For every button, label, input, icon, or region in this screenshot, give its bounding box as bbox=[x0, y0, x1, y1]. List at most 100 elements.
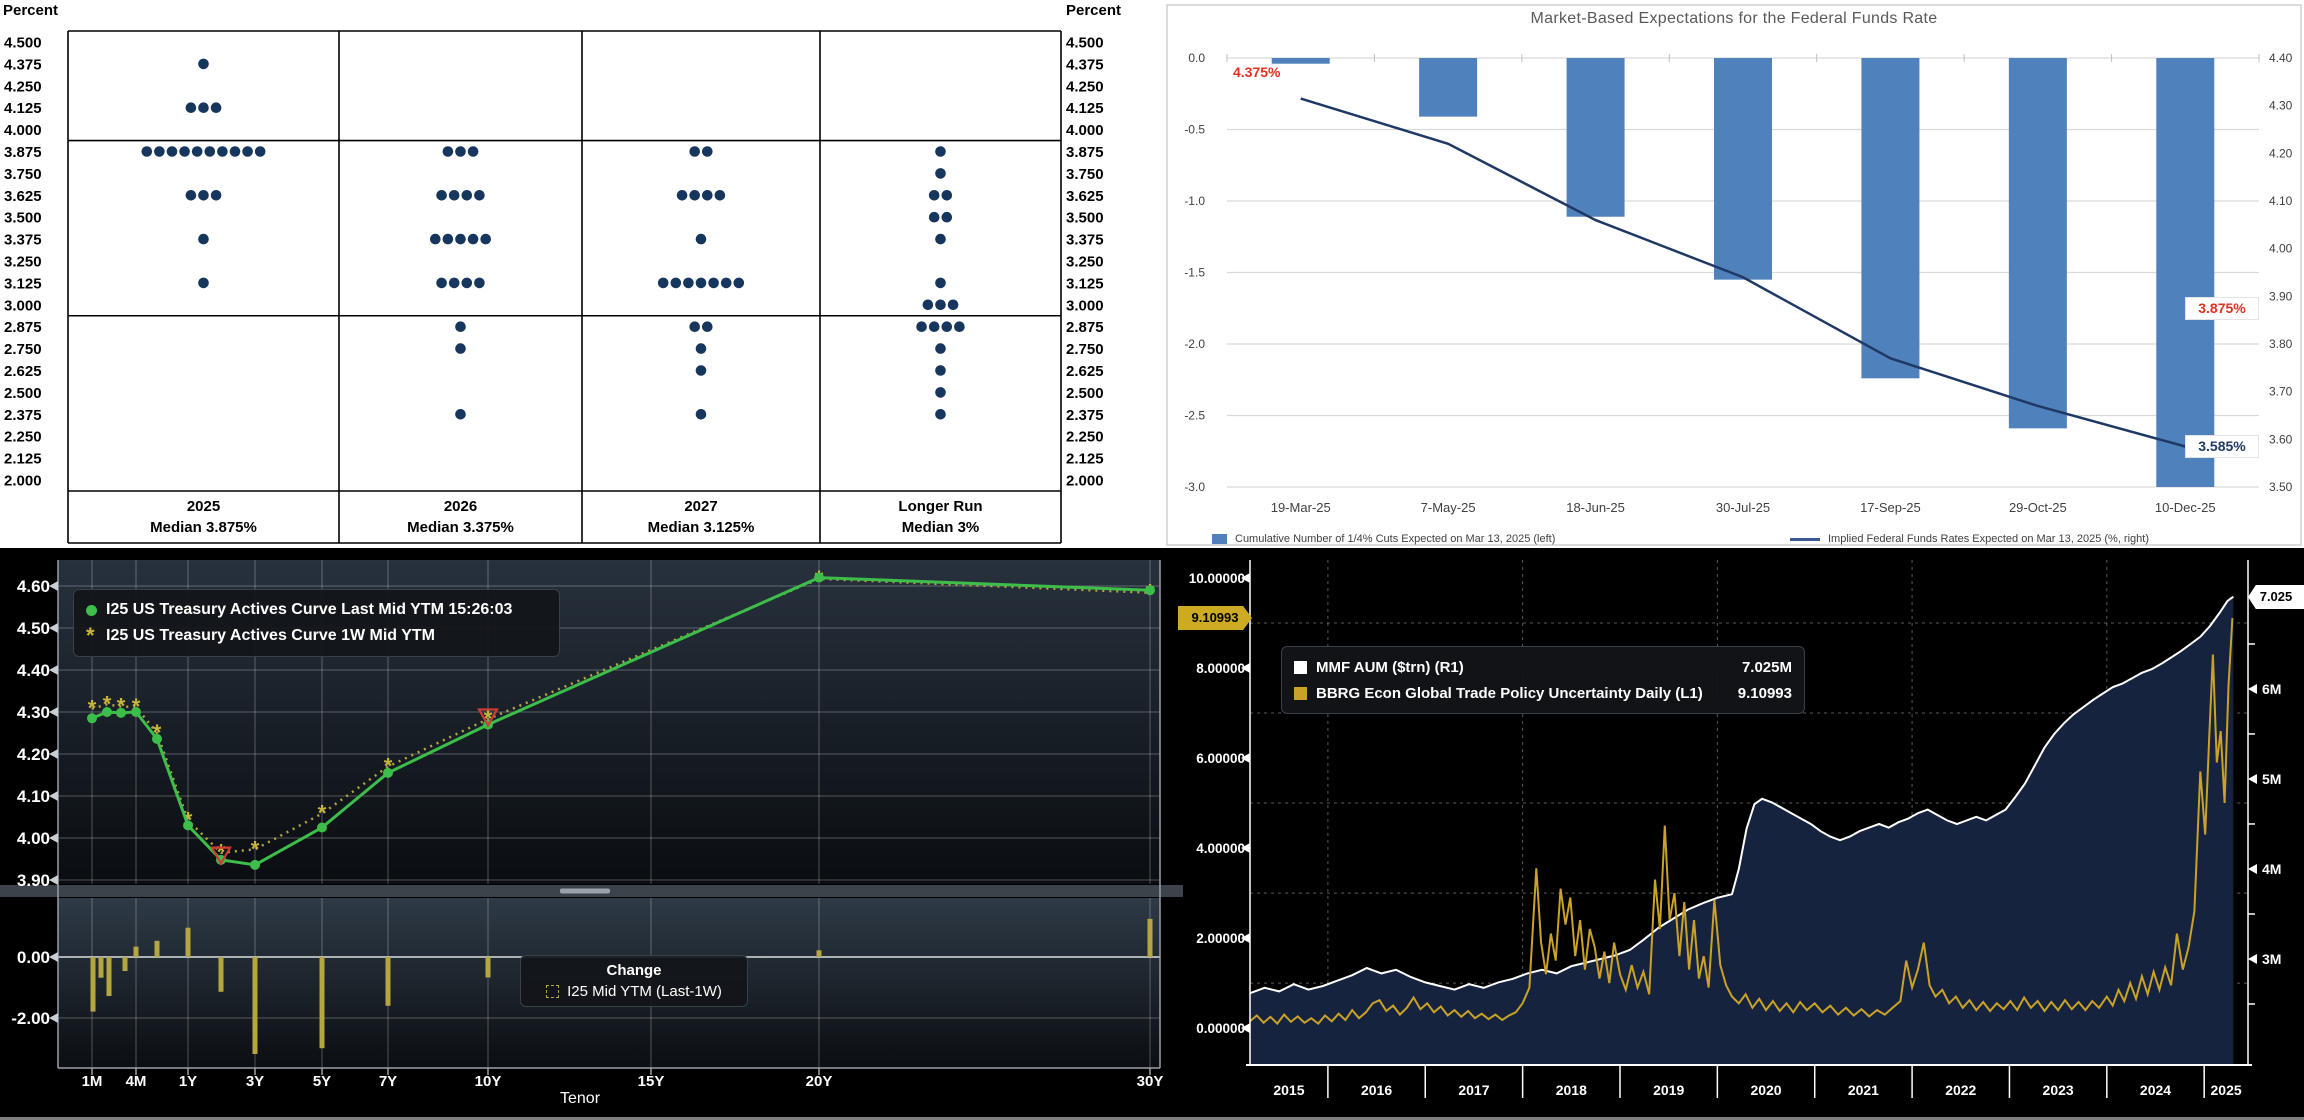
right-tick-label: 6M bbox=[2262, 681, 2281, 697]
fed-gridlines bbox=[1226, 54, 2260, 488]
change-bar bbox=[106, 957, 112, 997]
asterisk-icon: * bbox=[86, 623, 95, 648]
mmf-left-axis: 10.00000 8.00000 6.00000 4.00000 2.00000 0.00… bbox=[1189, 571, 1250, 1036]
y-tick-label: 3.375 bbox=[4, 232, 42, 249]
projection-dot bbox=[461, 277, 473, 289]
y-tick-label: 3.500 bbox=[1066, 210, 1104, 227]
column-year-label: 2025 bbox=[187, 498, 220, 515]
tick-arrow-icon bbox=[2248, 683, 2257, 694]
projection-dot bbox=[922, 299, 934, 311]
year-label: 2025 bbox=[2211, 1082, 2242, 1098]
tenor-tick-label: 1Y bbox=[179, 1073, 197, 1090]
projection-dot bbox=[461, 190, 473, 201]
left-tick-label: -3.0 bbox=[1184, 480, 1205, 494]
y-tick-label: 3.250 bbox=[4, 254, 42, 271]
projection-dot bbox=[455, 321, 466, 333]
change-bar bbox=[252, 957, 258, 1054]
fed-expectations-chart: 0.0-0.5-1.0-1.5-2.0-2.5-3.04.404.304.204… bbox=[1166, 4, 2302, 546]
y-tick-label: 3.000 bbox=[4, 297, 42, 314]
projection-dot bbox=[928, 211, 940, 223]
implied-rate-line bbox=[1300, 97, 2186, 448]
asterisk-marker: * bbox=[153, 720, 162, 745]
projection-dot bbox=[941, 211, 953, 223]
projection-dot bbox=[210, 102, 222, 113]
change-bar bbox=[154, 940, 160, 957]
y-tick-label: 4.10 bbox=[17, 787, 50, 806]
tick-arrow-icon bbox=[49, 749, 58, 759]
sell-markers bbox=[210, 708, 499, 866]
projection-dot bbox=[935, 277, 946, 289]
mmf-legend-tpu: BBRG Econ Global Trade Policy Uncertaint… bbox=[1294, 680, 1792, 706]
tick-arrow-icon bbox=[49, 665, 58, 675]
tick-arrow-icon bbox=[1241, 573, 1250, 584]
y-tick-label: 2.625 bbox=[4, 363, 42, 380]
projection-dot bbox=[179, 146, 190, 157]
projection-dot bbox=[683, 277, 694, 289]
y-tick-label: 2.000 bbox=[4, 473, 42, 490]
y-tick-label: 4.500 bbox=[1066, 35, 1104, 52]
tenor-tick-label: 5Y bbox=[313, 1073, 331, 1090]
projection-dot bbox=[185, 102, 197, 113]
fed-legend-cuts: Cumulative Number of 1/4% Cuts Expected … bbox=[1212, 533, 1555, 545]
tenor-tick-label: 3Y bbox=[246, 1073, 264, 1090]
mmf-legend-aum: MMF AUM ($trn) (R1) 7.025M bbox=[1294, 654, 1792, 680]
tenor-tick-label: 4M bbox=[126, 1073, 147, 1090]
right-tick-label: 3.70 bbox=[2269, 385, 2293, 399]
cuts-bar bbox=[1861, 58, 1920, 379]
tick-arrow-icon bbox=[1241, 1023, 1250, 1034]
projection-dot bbox=[941, 190, 953, 201]
asterisk-marker: * bbox=[184, 807, 193, 832]
curve-legend-last-label: I25 US Treasury Actives Curve Last Mid Y… bbox=[106, 601, 513, 618]
projection-dot bbox=[254, 146, 266, 157]
y-tick-label: 4.00 bbox=[17, 829, 50, 848]
tick-arrow-icon bbox=[2248, 773, 2257, 784]
dots-2025 bbox=[141, 58, 266, 289]
y-tick-label: 3.750 bbox=[4, 166, 42, 183]
y-tick-label: 2.000 bbox=[1066, 473, 1104, 490]
change-bar bbox=[816, 950, 822, 957]
curve-point bbox=[250, 859, 260, 870]
y-tick-label: 4.30 bbox=[17, 703, 50, 722]
green-dot-icon bbox=[86, 604, 97, 616]
y-tick-label: 4.375 bbox=[1066, 56, 1104, 73]
column-year-label: Longer Run bbox=[898, 498, 982, 515]
cuts-bar bbox=[2008, 58, 2067, 429]
left-tick-label: -1.5 bbox=[1184, 266, 1205, 280]
projection-dot bbox=[935, 387, 946, 398]
y-tick-label: 4.20 bbox=[17, 745, 50, 764]
year-label: 2019 bbox=[1653, 1082, 1684, 1098]
y-tick-label: 2.125 bbox=[1066, 451, 1104, 468]
tick-arrow-icon bbox=[49, 833, 58, 843]
mmf-right-axis: 6M 5M 4M 3M bbox=[2248, 643, 2281, 1005]
curve-legend: I25 US Treasury Actives Curve Last Mid Y… bbox=[73, 589, 560, 657]
line-swatch-icon bbox=[1790, 537, 1820, 541]
projection-dot bbox=[928, 321, 940, 333]
curve-point bbox=[116, 707, 126, 718]
projection-dot bbox=[191, 146, 203, 157]
curve-point bbox=[383, 767, 393, 778]
projection-dot bbox=[935, 409, 946, 420]
mmf-x-axis: 2015 2016 2017 2018 2019 2020 2021 2022 2023 2024… bbox=[1273, 1065, 2242, 1098]
cuts-bar bbox=[1419, 58, 1478, 117]
left-tick-label: 2.00000 bbox=[1196, 931, 1245, 946]
change-bar bbox=[218, 957, 224, 992]
aum-last-value-tag: 7.025 bbox=[2248, 585, 2304, 609]
projection-dot bbox=[480, 233, 492, 245]
tenor-tick-label: 7Y bbox=[379, 1073, 397, 1090]
projection-dot bbox=[676, 190, 688, 201]
projection-dot bbox=[442, 146, 454, 157]
projection-dot bbox=[430, 233, 441, 245]
tick-arrow-icon bbox=[49, 623, 58, 633]
tpu-last-value-tag: 9.10993 bbox=[1178, 606, 1252, 630]
y-tick-label: 4.125 bbox=[1066, 100, 1104, 117]
projection-dot bbox=[695, 409, 707, 420]
y-tick-label: 4.125 bbox=[4, 100, 42, 117]
projection-dot bbox=[714, 190, 726, 201]
dots-longer-run bbox=[916, 146, 965, 420]
y-tick-label: 4.500 bbox=[4, 35, 42, 52]
y-tick-label: 3.500 bbox=[4, 210, 42, 227]
projection-dot bbox=[436, 277, 447, 289]
splitter-handle[interactable] bbox=[560, 888, 610, 894]
y-tick-label: 2.125 bbox=[4, 451, 42, 468]
projection-dot bbox=[935, 299, 946, 311]
